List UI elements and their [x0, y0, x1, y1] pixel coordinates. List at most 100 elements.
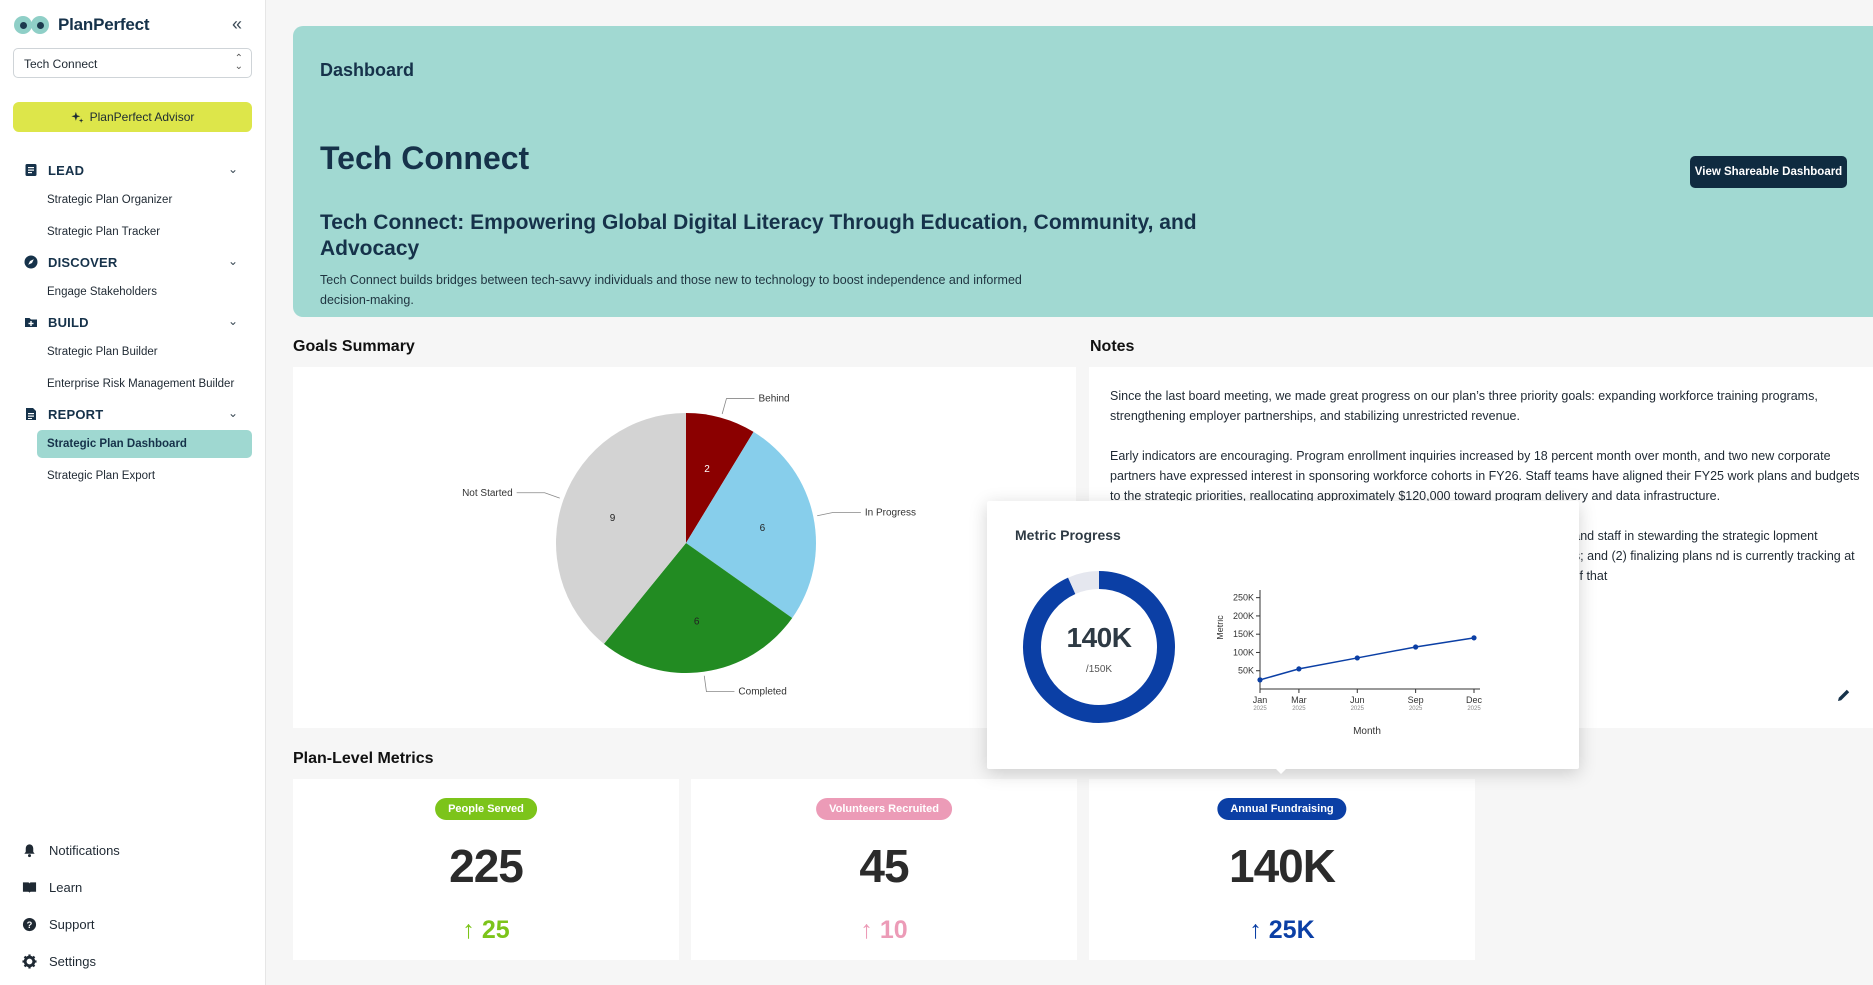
pie-category-label: Completed [738, 687, 786, 698]
footer-label: Support [49, 917, 95, 932]
sidebar-item-strategic-plan-export[interactable]: Strategic Plan Export [47, 470, 156, 482]
metric-card-annual-fundraising[interactable]: Annual Fundraising 140K ↑ 25K [1089, 779, 1475, 960]
notes-title: Notes [1090, 338, 1135, 355]
select-chevron-icon: ⌃ ⌄ [234, 53, 243, 72]
brand[interactable]: PlanPerfect [14, 12, 150, 38]
pie-leader-line [703, 675, 735, 693]
footer-item-support[interactable]: ? Support [22, 906, 120, 943]
progress-target-value: /150K [1085, 664, 1113, 675]
metric-delta-value: 25K [1268, 916, 1315, 944]
org-selector[interactable]: Tech Connect ⌃ ⌄ [13, 48, 252, 78]
sidebar-footer: Notifications Learn ? Support Settings [22, 832, 120, 980]
trend-data-point[interactable] [1413, 644, 1419, 650]
trend-data-point[interactable] [1296, 666, 1302, 672]
metric-value: 225 [449, 840, 524, 892]
donut-progress-arc [1023, 571, 1175, 723]
nav-section-lead[interactable]: LEAD ⌄ [0, 156, 266, 184]
notes-paragraph: Since the last board meeting, we made gr… [1110, 389, 1818, 423]
sidebar-item-strategic-plan-builder[interactable]: Strategic Plan Builder [47, 346, 158, 358]
metric-card-volunteers-recruited[interactable]: Volunteers Recruited 45 ↑ 10 [691, 779, 1077, 960]
y-axis-label: Metric [1217, 615, 1225, 640]
sidebar: PlanPerfect « Tech Connect ⌃ ⌄ PlanPerfec… [0, 0, 266, 985]
popover-arrow [1274, 767, 1288, 774]
pie-leader-line [817, 512, 861, 517]
pie-value-label: 2 [704, 464, 710, 475]
advisor-label: PlanPerfect Advisor [89, 110, 195, 124]
advisor-button[interactable]: PlanPerfect Advisor [13, 102, 252, 132]
footer-item-notifications[interactable]: Notifications [22, 832, 120, 869]
x-tick-year-label: 2025 [1292, 706, 1306, 712]
trend-data-point[interactable] [1354, 655, 1360, 661]
arrow-up-icon: ↑ [462, 916, 475, 944]
donut-remaining-arc [1068, 571, 1100, 595]
org-selector-value: Tech Connect [24, 57, 98, 71]
trend-series-line [1259, 637, 1475, 681]
arrow-up-icon: ↑ [1249, 916, 1262, 944]
footer-item-learn[interactable]: Learn [22, 869, 120, 906]
trend-data-point[interactable] [1257, 677, 1263, 683]
edit-pencil-icon[interactable] [1836, 687, 1852, 703]
bell-icon [24, 844, 35, 858]
pie-value-label: 6 [760, 523, 766, 534]
progress-donut-chart [1023, 571, 1175, 723]
x-tick-year-label: 2025 [1253, 706, 1267, 712]
x-tick-label: Jan [1253, 695, 1268, 705]
goals-pie-chart: 2 Behind 6 In Progress 6 Completed 9 Not Starte… [462, 394, 916, 698]
collapse-sidebar-icon[interactable]: « [232, 14, 243, 34]
notes-body: Since the last board meeting, we made gr… [1110, 386, 1860, 606]
sidebar-item-engage-stakeholders[interactable]: Engage Stakeholders [47, 286, 157, 298]
footer-label: Settings [49, 954, 96, 969]
nav-section-label: BUILD [48, 314, 89, 330]
gear-icon [22, 954, 37, 969]
chevron-down-icon[interactable]: ⌄ [228, 254, 239, 268]
folder-plus-icon [25, 318, 37, 327]
y-tick-label: 200K [1233, 611, 1254, 621]
metric-delta: ↑ 25K [1089, 916, 1475, 945]
view-shareable-dashboard-button[interactable]: View Shareable Dashboard [1690, 156, 1847, 188]
metric-badge: Annual Fundraising [1217, 798, 1347, 820]
nav-section-discover[interactable]: DISCOVER ⌄ [0, 248, 266, 276]
trend-data-point[interactable] [1471, 635, 1477, 641]
x-tick-year-label: 2025 [1409, 706, 1423, 712]
nav-section-build[interactable]: BUILD ⌄ [0, 308, 266, 336]
metric-delta-value: 10 [879, 916, 908, 944]
pie-leader-line [721, 398, 755, 415]
pie-slice-in-progress[interactable] [686, 431, 816, 618]
book-icon [22, 882, 37, 894]
sidebar-item-strategic-plan-tracker[interactable]: Strategic Plan Tracker [47, 226, 161, 238]
chevron-down-icon[interactable]: ⌄ [228, 314, 239, 328]
metric-value: 140K [1229, 840, 1336, 892]
arrow-up-icon: ↑ [860, 916, 873, 944]
page-title: Tech Connect [320, 140, 530, 176]
x-tick-label: Mar [1291, 695, 1307, 705]
breadcrumb: Dashboard [320, 60, 415, 80]
metric-card-people-served[interactable]: People Served 225 ↑ 25 [293, 779, 679, 960]
progress-current-value: 140K [1066, 622, 1132, 653]
pie-slice-completed[interactable] [603, 543, 793, 673]
report-icon [26, 408, 36, 420]
metric-badge: People Served [435, 798, 537, 820]
sparkle-icon [71, 111, 84, 123]
plan-title: Tech Connect: Empowering Global Digital … [320, 211, 1197, 260]
x-tick-year-label: 2025 [1467, 706, 1481, 712]
y-tick-label: 250K [1233, 593, 1254, 603]
metric-delta-value: 25 [481, 916, 510, 944]
footer-label: Notifications [49, 843, 120, 858]
chevron-down-icon[interactable]: ⌄ [228, 162, 239, 176]
svg-text:?: ? [27, 920, 33, 930]
footer-item-settings[interactable]: Settings [22, 943, 120, 980]
pie-slice-not-started[interactable] [556, 413, 686, 644]
sidebar-item-erm-builder[interactable]: Enterprise Risk Management Builder [47, 378, 235, 390]
pie-leader-line [516, 492, 560, 499]
sidebar-item-strategic-plan-organizer[interactable]: Strategic Plan Organizer [47, 194, 173, 206]
chevron-down-icon[interactable]: ⌄ [228, 406, 239, 420]
x-tick-year-label: 2025 [1351, 706, 1365, 712]
pie-slice-behind[interactable] [686, 413, 754, 543]
nav-section-report[interactable]: REPORT ⌄ [0, 400, 266, 428]
goals-summary-title: Goals Summary [293, 338, 415, 355]
footer-label: Learn [49, 880, 83, 895]
sidebar-item-strategic-plan-dashboard[interactable]: Strategic Plan Dashboard [37, 430, 252, 458]
sidebar-nav: LEAD ⌄ Strategic Plan Organizer Strategi… [0, 156, 266, 492]
planperfect-logo-icon [14, 12, 52, 38]
nav-section-label: LEAD [48, 162, 85, 178]
